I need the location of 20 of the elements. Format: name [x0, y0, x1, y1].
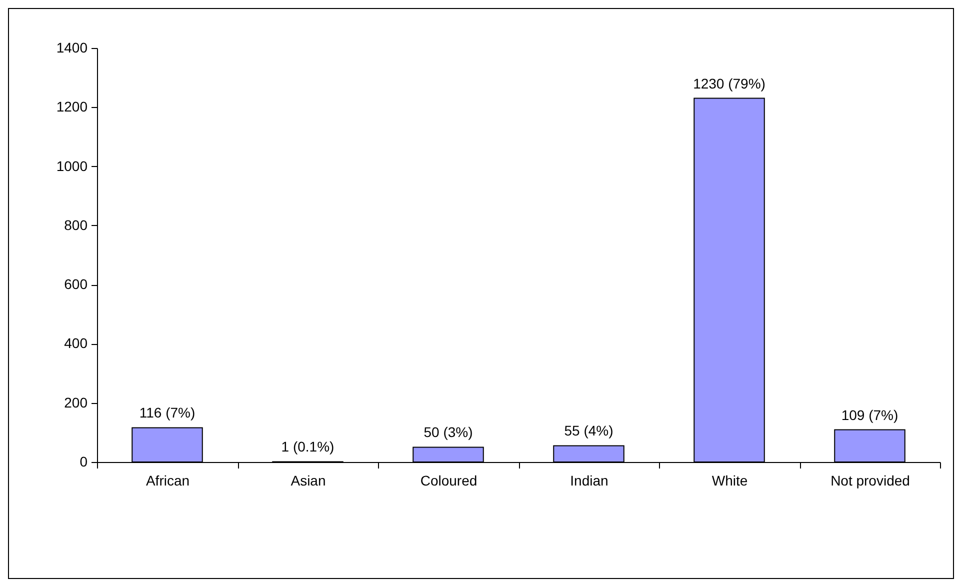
data-label: 1230 (79%) — [693, 75, 766, 92]
x-tick-label: Coloured — [420, 472, 478, 488]
data-label: 116 (7%) — [139, 404, 196, 421]
y-tick-label: 400 — [64, 335, 88, 352]
y-tick-label: 0 — [80, 454, 88, 470]
y-tick-label: 800 — [64, 216, 88, 233]
y-tick-label: 200 — [64, 394, 88, 410]
y-tick-label: 1400 — [56, 40, 88, 56]
data-label: 55 (4%) — [564, 422, 614, 439]
y-tick-label: 600 — [64, 276, 88, 292]
data-label: 109 (7%) — [841, 406, 898, 423]
y-tick-label: 1000 — [56, 158, 88, 174]
x-tick-label: Indian — [570, 472, 608, 488]
x-tick-label: Asian — [290, 472, 326, 488]
y-tick-label: 1200 — [56, 98, 88, 115]
x-tick-label: African — [146, 472, 190, 488]
x-tick-label: Not provided — [830, 472, 910, 488]
x-tick-label: White — [712, 472, 748, 488]
data-label: 1 (0.1%) — [281, 438, 334, 455]
data-label: 50 (3%) — [424, 424, 473, 440]
